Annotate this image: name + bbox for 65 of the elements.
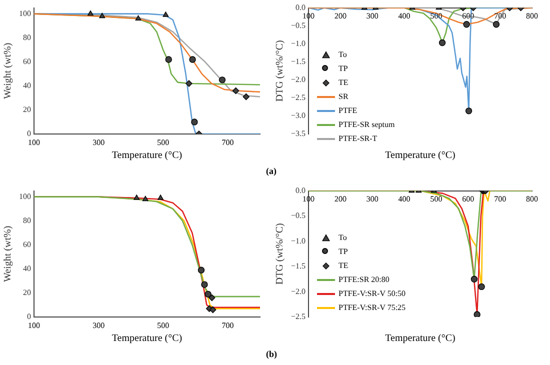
legend-label: PTFE:SR 20:80 bbox=[338, 274, 390, 286]
y-tick-label: 60 bbox=[23, 240, 31, 249]
x-tick-label: 700 bbox=[494, 12, 506, 21]
y-tick-label: 80 bbox=[23, 216, 31, 225]
y-axis-title: DTG (wt%/°C) bbox=[274, 40, 286, 102]
x-axis-title: Temperature (°C) bbox=[385, 333, 456, 344]
x-tick-label: 500 bbox=[157, 320, 170, 330]
x-tick-label: 600 bbox=[462, 194, 474, 204]
x-tick-label: 700 bbox=[494, 194, 506, 204]
text: (a) bbox=[266, 166, 276, 176]
y-axis-title: DTG (wt%/°C) bbox=[274, 223, 286, 285]
legend-label: TP bbox=[338, 246, 348, 258]
x-tick-label: 200 bbox=[334, 12, 346, 21]
legend-label: TP bbox=[338, 63, 348, 76]
y-tick-label: 40 bbox=[23, 81, 31, 90]
x-tick-label: 500 bbox=[157, 138, 170, 147]
y-tick-label: 0.0 bbox=[296, 2, 306, 12]
x-tick-label: 700 bbox=[222, 320, 234, 330]
legend-label: SR bbox=[338, 91, 348, 104]
y-tick-label: −1.5 bbox=[290, 262, 306, 271]
y-tick-label: −2.5 bbox=[290, 93, 306, 102]
y-tick-label: 0 bbox=[27, 312, 31, 322]
y-tick-label: −2.0 bbox=[290, 286, 306, 296]
x-tick-label: 300 bbox=[366, 194, 378, 204]
y-tick-label: 0.0 bbox=[296, 186, 306, 195]
x-tick-label: 800 bbox=[526, 194, 538, 204]
y-tick-label: −3.0 bbox=[290, 111, 306, 120]
y-tick-label: −3.5 bbox=[290, 129, 306, 138]
x-tick-label: 700 bbox=[222, 138, 234, 147]
y-tick-label: −0.5 bbox=[290, 20, 306, 30]
legend-label: PTFE-SR septum bbox=[338, 119, 395, 132]
x-tick-label: 400 bbox=[398, 194, 410, 204]
x-tick-label: 200 bbox=[334, 194, 346, 204]
x-tick-label: 400 bbox=[398, 12, 410, 21]
text: (b) bbox=[266, 349, 277, 359]
y-axis-title: Weight (wt%) bbox=[2, 42, 14, 99]
y-tick-label: 20 bbox=[23, 105, 31, 114]
x-tick-label: 300 bbox=[92, 138, 105, 147]
legend-label: To bbox=[338, 49, 347, 62]
y-tick-label: 0 bbox=[27, 129, 31, 138]
x-tick-label: 300 bbox=[366, 12, 378, 21]
y-tick-label: −2.5 bbox=[290, 312, 306, 322]
legend-label: PTFE-V:SR-V 75:25 bbox=[338, 302, 406, 314]
legend-label: PTFE-V:SR-V 50:50 bbox=[338, 288, 406, 300]
y-tick-label: −2.0 bbox=[290, 75, 306, 84]
y-tick-label: −0.5 bbox=[290, 211, 306, 220]
legend-label: PTFE-SR-T bbox=[338, 133, 378, 146]
y-tick-label: 40 bbox=[23, 264, 31, 274]
x-tick-label: 300 bbox=[92, 320, 105, 330]
y-tick-label: −1.5 bbox=[290, 56, 306, 66]
x-tick-label: 800 bbox=[526, 12, 538, 21]
x-axis-title: Temperature (°C) bbox=[112, 333, 182, 344]
legend-label: TE bbox=[338, 260, 348, 272]
legend-label: TE bbox=[338, 77, 348, 90]
y-tick-label: 60 bbox=[23, 56, 31, 66]
y-tick-label: 80 bbox=[23, 32, 31, 42]
legend-label: PTFE bbox=[338, 105, 358, 118]
y-tick-label: 20 bbox=[23, 288, 31, 298]
legend-label: To bbox=[338, 232, 347, 244]
y-axis-title: Weight (wt%) bbox=[2, 226, 14, 282]
x-axis-title: Temperature (°C) bbox=[385, 150, 456, 161]
y-tick-label: −1.0 bbox=[290, 236, 306, 246]
y-tick-label: −1.0 bbox=[290, 38, 306, 48]
x-tick-label: 500 bbox=[430, 194, 442, 204]
x-axis-title: Temperature (°C) bbox=[112, 150, 182, 161]
